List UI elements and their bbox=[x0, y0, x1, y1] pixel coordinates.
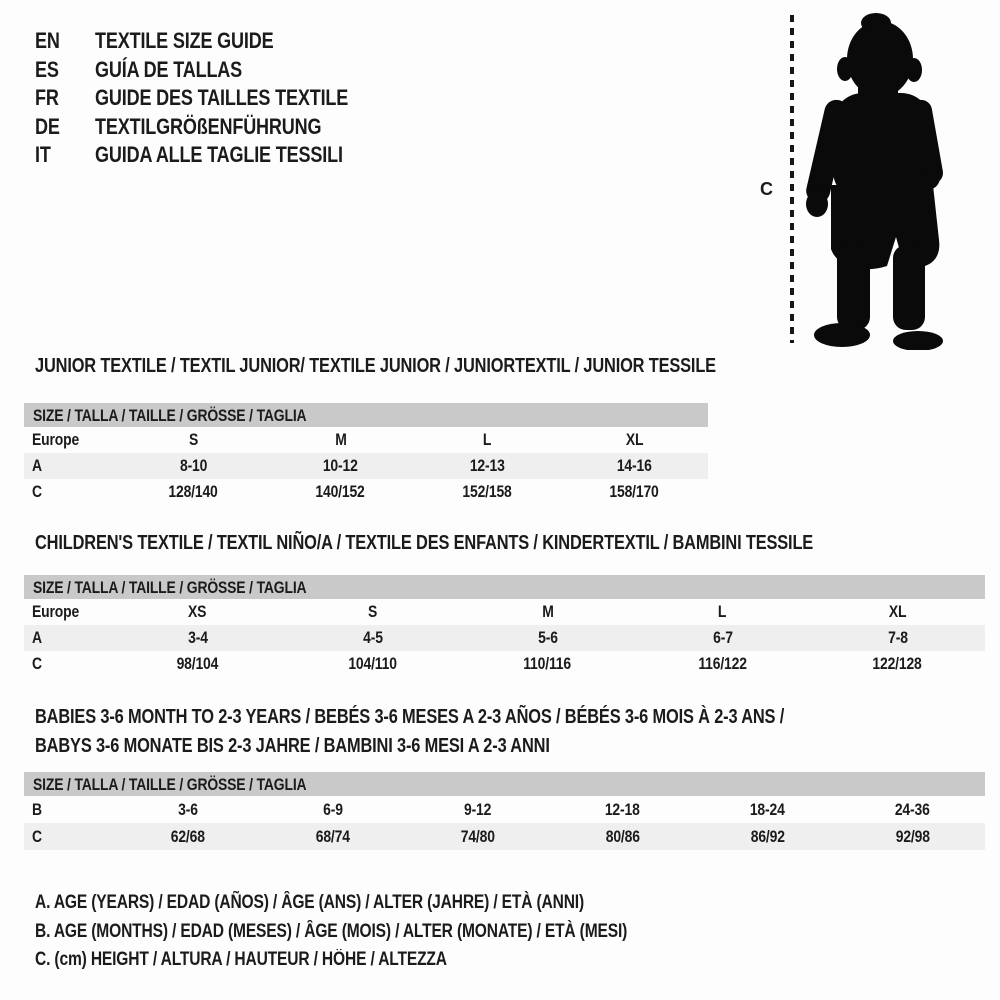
language-code: EN bbox=[35, 28, 60, 54]
size-table-children: SIZE / TALLA / TAILLE / GRÖSSE / TAGLIA … bbox=[24, 575, 985, 677]
table-row-height: C 98/104 104/110 110/116 116/122 122/128 bbox=[24, 651, 985, 677]
size-cell: M bbox=[541, 602, 554, 621]
height-measure-dotted-line bbox=[790, 15, 794, 343]
row-label-cell: A bbox=[32, 456, 42, 475]
size-cell: L bbox=[483, 430, 492, 449]
row-label-cell: A bbox=[32, 628, 42, 647]
language-code: ES bbox=[35, 56, 59, 82]
legend-line-c: C. (cm) HEIGHT / ALTURA / HAUTEUR / HÖHE… bbox=[35, 949, 447, 971]
age-cell: 9-12 bbox=[463, 800, 492, 819]
language-row-it: IT GUIDA ALLE TAGLIE TESSILI bbox=[35, 141, 404, 170]
age-cell: 5-6 bbox=[537, 628, 558, 647]
age-cell: 8-10 bbox=[179, 456, 208, 475]
height-cell: 62/68 bbox=[170, 827, 205, 846]
row-label-cell: Europe bbox=[32, 602, 80, 621]
table-row-europe: Europe S M L XL bbox=[24, 427, 708, 453]
age-cell: 12-18 bbox=[605, 800, 640, 819]
size-table-babies: SIZE / TALLA / TAILLE / GRÖSSE / TAGLIA … bbox=[24, 772, 985, 850]
section-title-babies: BABIES 3-6 MONTH TO 2-3 YEARS / BEBÉS 3-… bbox=[35, 706, 785, 757]
language-row-fr: FR GUIDE DES TAILLES TEXTILE bbox=[35, 84, 404, 113]
size-cell: S bbox=[367, 602, 378, 621]
size-cell: L bbox=[718, 602, 727, 621]
height-cell: 104/110 bbox=[348, 654, 397, 673]
height-measure-label: C bbox=[760, 179, 773, 199]
baby-silhouette-icon bbox=[806, 13, 943, 350]
table-row-height: C 62/68 68/74 74/80 80/86 86/92 92/98 bbox=[24, 823, 985, 850]
size-table-header: SIZE / TALLA / TAILLE / GRÖSSE / TAGLIA bbox=[24, 772, 985, 796]
language-label: GUIDE DES TAILLES TEXTILE bbox=[95, 85, 349, 111]
size-table-header: SIZE / TALLA / TAILLE / GRÖSSE / TAGLIA bbox=[24, 403, 708, 427]
row-label-cell: C bbox=[32, 827, 42, 846]
legend-line-a: A. AGE (YEARS) / EDAD (AÑOS) / ÂGE (ANS)… bbox=[35, 892, 584, 913]
size-cell: S bbox=[188, 430, 199, 449]
size-cell: M bbox=[334, 430, 347, 449]
height-cell: 140/152 bbox=[315, 482, 366, 501]
height-cell: 122/128 bbox=[872, 654, 923, 673]
height-cell: 74/80 bbox=[460, 827, 495, 846]
row-label-cell: C bbox=[32, 654, 42, 673]
language-list: EN TEXTILE SIZE GUIDE ES GUÍA DE TALLAS … bbox=[35, 27, 404, 170]
row-label-cell: Europe bbox=[32, 430, 80, 449]
height-cell: 158/170 bbox=[609, 482, 660, 501]
section-title-children: CHILDREN'S TEXTILE / TEXTIL NIÑO/A / TEX… bbox=[35, 532, 814, 554]
height-cell: 80/86 bbox=[605, 827, 640, 846]
height-cell: 116/122 bbox=[698, 654, 747, 673]
age-cell: 6-7 bbox=[712, 628, 733, 647]
age-cell: 3-4 bbox=[187, 628, 208, 647]
size-cell: XL bbox=[625, 430, 644, 449]
row-label-cell: B bbox=[32, 800, 42, 819]
language-row-de: DE TEXTILGRÖßENFÜHRUNG bbox=[35, 113, 404, 142]
language-code: DE bbox=[35, 113, 60, 139]
height-cell: 110/116 bbox=[523, 654, 572, 673]
language-code: IT bbox=[35, 142, 51, 168]
height-cell: 86/92 bbox=[750, 827, 785, 846]
language-code: FR bbox=[35, 85, 59, 111]
size-cell: XL bbox=[888, 602, 907, 621]
measurement-legend: A. AGE (YEARS) / EDAD (AÑOS) / ÂGE (ANS)… bbox=[35, 889, 757, 975]
section-title-junior: JUNIOR TEXTILE / TEXTIL JUNIOR/ TEXTILE … bbox=[35, 355, 716, 377]
age-cell: 10-12 bbox=[323, 456, 358, 475]
age-cell: 4-5 bbox=[362, 628, 383, 647]
height-cell: 98/104 bbox=[176, 654, 219, 673]
size-table-junior: SIZE / TALLA / TAILLE / GRÖSSE / TAGLIA … bbox=[24, 403, 708, 505]
table-row-age-months: B 3-6 6-9 9-12 12-18 18-24 24-36 bbox=[24, 796, 985, 823]
language-row-es: ES GUÍA DE TALLAS bbox=[35, 56, 404, 85]
height-cell: 152/158 bbox=[462, 482, 513, 501]
age-cell: 18-24 bbox=[750, 800, 785, 819]
size-table-header: SIZE / TALLA / TAILLE / GRÖSSE / TAGLIA bbox=[24, 575, 985, 599]
table-row-age: A 3-4 4-5 5-6 6-7 7-8 bbox=[24, 625, 985, 651]
language-label: GUÍA DE TALLAS bbox=[95, 56, 243, 82]
height-cell: 92/98 bbox=[895, 827, 930, 846]
age-cell: 14-16 bbox=[617, 456, 652, 475]
table-row-age: A 8-10 10-12 12-13 14-16 bbox=[24, 453, 708, 479]
height-cell: 68/74 bbox=[315, 827, 350, 846]
table-row-europe: Europe XS S M L XL bbox=[24, 599, 985, 625]
age-cell: 7-8 bbox=[887, 628, 908, 647]
table-row-height: C 128/140 140/152 152/158 158/170 bbox=[24, 479, 708, 505]
legend-line-b: B. AGE (MONTHS) / EDAD (MESES) / ÂGE (MO… bbox=[35, 920, 628, 942]
age-cell: 24-36 bbox=[895, 800, 930, 819]
age-cell: 3-6 bbox=[177, 800, 198, 819]
age-cell: 6-9 bbox=[322, 800, 343, 819]
height-cell: 128/140 bbox=[168, 482, 219, 501]
size-cell: XS bbox=[188, 602, 207, 621]
language-row-en: EN TEXTILE SIZE GUIDE bbox=[35, 27, 404, 56]
age-cell: 12-13 bbox=[470, 456, 505, 475]
language-label: GUIDA ALLE TAGLIE TESSILI bbox=[95, 142, 343, 168]
row-label-cell: C bbox=[32, 482, 42, 501]
language-label: TEXTILE SIZE GUIDE bbox=[95, 28, 274, 54]
language-label: TEXTILGRÖßENFÜHRUNG bbox=[95, 113, 322, 139]
